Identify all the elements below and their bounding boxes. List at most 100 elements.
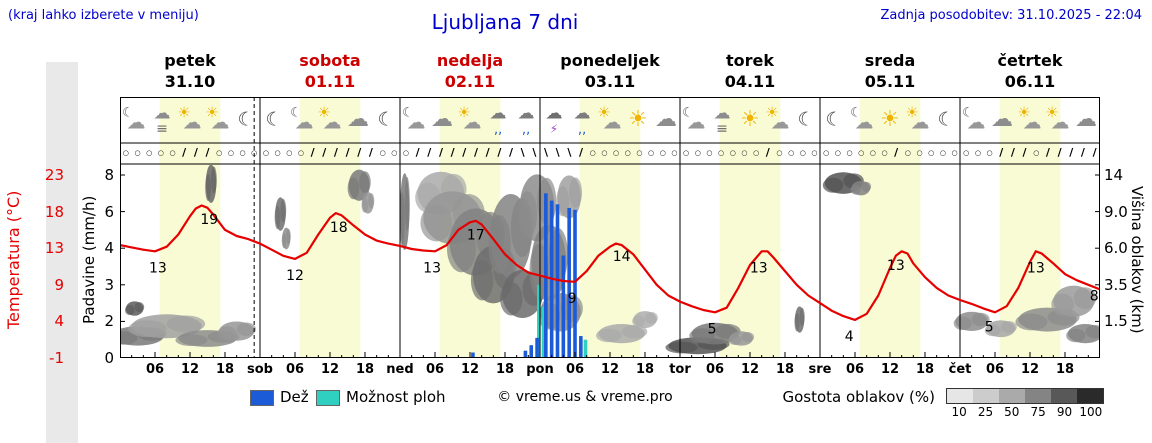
wind-barb-icon: /	[1092, 146, 1097, 159]
time-label: 06	[425, 362, 445, 377]
icon-glyph: ☾	[265, 108, 283, 131]
calm-wind-icon: ○	[811, 148, 818, 157]
axis-tick-label: 6	[104, 202, 114, 221]
axis-tick-label: 13	[44, 239, 64, 258]
moon-icon: ☾	[820, 99, 848, 141]
icon-glyph: ☀	[317, 103, 331, 122]
calm-wind-icon: ○	[251, 148, 258, 157]
time-label: pon	[526, 362, 554, 377]
day-header-petek: petek 31.10	[120, 50, 260, 92]
density-swatch	[1051, 389, 1077, 403]
sun-icon: ☀	[624, 99, 652, 141]
moon-cloud-icon: ☾ ☁	[400, 99, 428, 141]
density-tick-label: 10	[951, 405, 967, 419]
sun-cloud-icon: ☀ ☁	[204, 99, 232, 141]
time-label: 12	[740, 362, 760, 377]
calm-wind-icon: ○	[1033, 148, 1040, 157]
axis-tick-label: 8	[104, 166, 114, 184]
icon-glyph: ☾	[402, 105, 414, 121]
moon-icon: ☾	[260, 99, 288, 141]
time-label: 06	[285, 362, 305, 377]
icon-glyph: ☁	[770, 111, 790, 134]
icon-glyph: ☾	[682, 105, 694, 121]
density-swatch	[1077, 389, 1103, 403]
wind-barb-icon: \	[544, 146, 549, 159]
calm-wind-icon: ○	[601, 148, 608, 157]
moon-icon: ☾	[792, 99, 820, 141]
wind-barb-icon: /	[1080, 146, 1085, 159]
time-label: 06	[985, 362, 1005, 377]
temperature-value-label: 13	[423, 260, 441, 276]
day-name: četrtek	[997, 51, 1063, 70]
calm-wind-icon: ○	[157, 148, 164, 157]
calm-wind-icon: ○	[753, 148, 760, 157]
wind-barb-icon: /	[1045, 146, 1050, 159]
icon-glyph: ☀	[177, 103, 191, 122]
time-label: tor	[669, 362, 691, 377]
day-name: sreda	[864, 51, 916, 70]
cloud-icon: ☁	[344, 99, 372, 141]
calm-wind-icon: ○	[823, 148, 830, 157]
calm-wind-icon: ○	[904, 148, 911, 157]
icon-glyph: ☁	[686, 111, 706, 134]
temperature-value-label: 12	[286, 268, 304, 284]
wind-barb-icon: /	[450, 146, 455, 159]
daylight-band	[859, 97, 921, 358]
icon-glyph: ☁	[573, 103, 591, 124]
density-swatch	[999, 389, 1025, 403]
wind-barb-icon: /	[473, 146, 478, 159]
temp-axis-label: Temperatura (°C)	[4, 190, 23, 330]
time-label: 12	[180, 362, 200, 377]
calm-wind-icon: ○	[869, 148, 876, 157]
day-name: ponedeljek	[560, 51, 660, 70]
time-label: 12	[1020, 362, 1040, 377]
calm-wind-icon: ○	[134, 148, 141, 157]
moon-cloud-icon: ☾ ☁	[848, 99, 876, 141]
icon-glyph: ☁	[1050, 111, 1070, 134]
wind-barb-icon: /	[508, 146, 514, 159]
cloud-density-label: Gostota oblakov (%)	[782, 388, 935, 406]
sun-cloud-icon: ☀ ☁	[1044, 99, 1072, 141]
time-label: 18	[635, 362, 655, 377]
icon-glyph: ☁	[1022, 111, 1042, 134]
meteogram-chart: 13 19 12 18 13 17 9 14 5 13 4 13 5 13 8	[120, 97, 1100, 358]
moon-cloud-icon: ☾ ☁	[288, 99, 316, 141]
temperature-line	[120, 204, 1100, 321]
axis-tick-label: 4	[104, 239, 114, 258]
day-header-ponedeljek: ponedeljek 03.11	[540, 50, 680, 92]
day-date: 31.10	[164, 72, 216, 91]
icon-glyph: ☀	[905, 103, 919, 122]
calm-wind-icon: ○	[169, 148, 176, 157]
density-tick-label: 25	[977, 405, 994, 419]
density-swatch	[973, 389, 999, 403]
calm-wind-icon: ○	[694, 148, 701, 157]
day-name: petek	[164, 51, 216, 70]
time-label: 12	[460, 362, 480, 377]
time-label: čet	[948, 362, 972, 377]
wind-barb-icon: /	[357, 146, 362, 159]
density-tick-label: 100	[1079, 405, 1103, 419]
time-label: sob	[247, 362, 273, 377]
moon-cloud-icon: ☾ ☁	[960, 99, 988, 141]
calm-wind-icon: ○	[659, 148, 666, 157]
calm-wind-icon: ○	[239, 148, 246, 157]
icon-glyph: ☀	[740, 107, 760, 132]
wind-barb-icon: /	[205, 146, 210, 159]
wind-barb-icon: /	[462, 146, 467, 159]
wind-barb-icon: /	[579, 146, 584, 159]
calm-wind-icon: ○	[274, 148, 281, 157]
sun-icon: ☀	[736, 99, 764, 141]
copyright-link[interactable]: © vreme.us & vreme.pro	[497, 389, 673, 405]
temperature-value-label: 5	[708, 321, 717, 337]
time-label: 18	[215, 362, 235, 377]
calm-wind-icon: ○	[613, 148, 620, 157]
sun-icon: ☀	[876, 99, 904, 141]
rain-icon: ☁ ‚‚	[568, 99, 596, 141]
wind-barb-icon: /	[765, 146, 770, 159]
axis-tick-label: 2	[104, 312, 114, 331]
calm-wind-icon: ○	[636, 148, 643, 157]
day-name: torek	[725, 51, 775, 70]
temperature-value-label: 13	[887, 258, 905, 274]
wind-barb-icon: \	[555, 146, 560, 159]
